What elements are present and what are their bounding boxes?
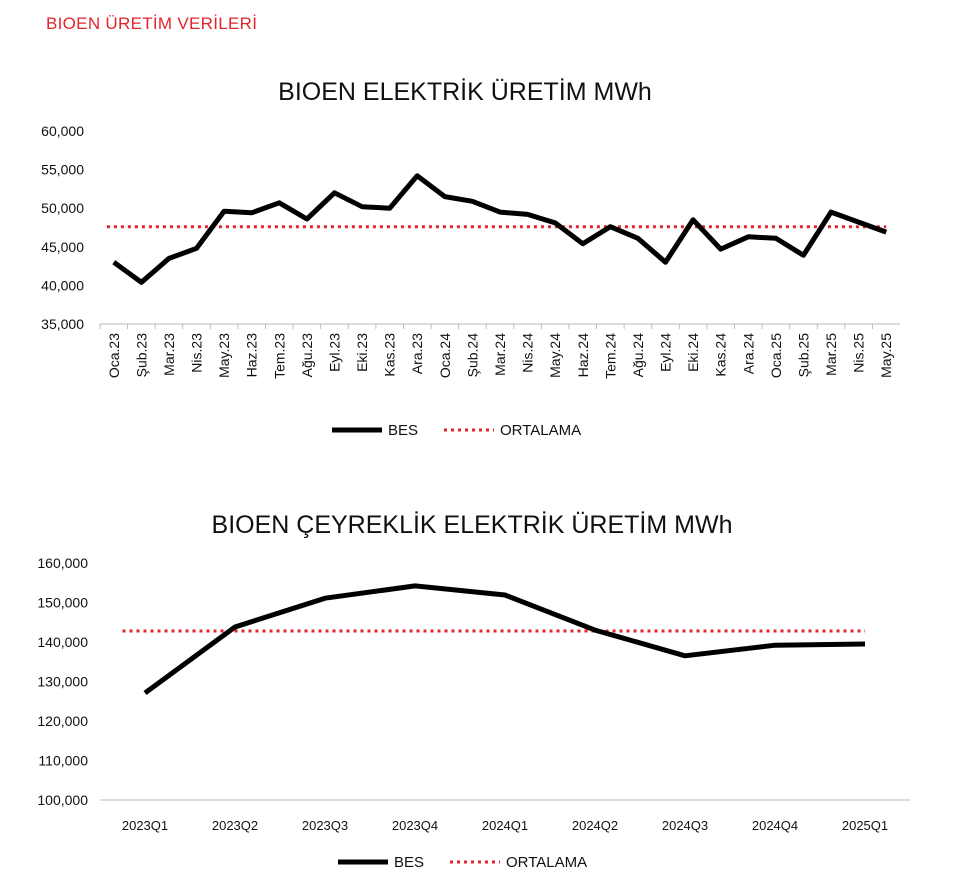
x-tick-label: 2023Q3 <box>302 818 348 833</box>
x-tick-label: Nis.24 <box>520 333 536 373</box>
chart-title: BIOEN ÇEYREKLİK ELEKTRİK ÜRETİM MWh <box>212 510 733 539</box>
x-tick-label: Mar.24 <box>492 333 508 376</box>
legend-bes-label: BES <box>388 422 418 439</box>
x-tick-label: Haz.23 <box>244 333 260 378</box>
x-tick-label: Şub.25 <box>795 333 811 378</box>
x-tick-label: Haz.24 <box>575 333 591 378</box>
y-tick-label: 45,000 <box>41 239 84 255</box>
page-header: BIOEN ÜRETİM VERİLERİ <box>46 14 258 33</box>
y-tick-label: 35,000 <box>41 316 84 332</box>
y-tick-label: 160,000 <box>37 555 88 571</box>
x-tick-label: Eki.24 <box>685 333 701 372</box>
bes-series-line <box>112 173 888 285</box>
x-tick-label: Ağu.23 <box>299 333 315 378</box>
x-tick-label: Oca.24 <box>437 333 453 378</box>
x-tick-label: Şub.23 <box>133 333 149 378</box>
x-tick-label: Tem.24 <box>602 333 618 379</box>
x-tick-label: May.24 <box>547 333 563 378</box>
x-tick-label: Kas.23 <box>382 333 398 377</box>
x-tick-label: 2024Q3 <box>662 818 708 833</box>
x-tick-label: 2023Q2 <box>212 818 258 833</box>
y-tick-label: 110,000 <box>38 753 88 769</box>
x-tick-label: Kas.24 <box>713 333 729 377</box>
y-tick-label: 130,000 <box>37 674 88 690</box>
x-tick-label: Eyl.23 <box>326 333 342 372</box>
y-tick-label: 100,000 <box>37 792 88 808</box>
x-tick-label: Oca.25 <box>768 333 784 378</box>
legend-average-label: ORTALAMA <box>506 854 587 871</box>
x-tick-label: Şub.24 <box>464 333 480 378</box>
x-tick-label: 2024Q2 <box>572 818 618 833</box>
x-tick-label: 2025Q1 <box>842 818 888 833</box>
bes-series-line <box>143 583 866 696</box>
y-tick-label: 60,000 <box>41 123 84 139</box>
x-tick-label: Eyl.24 <box>658 333 674 372</box>
y-tick-label: 40,000 <box>41 277 84 293</box>
x-tick-label: Nis.25 <box>851 333 867 373</box>
x-tick-label: 2024Q4 <box>752 818 798 833</box>
x-tick-label: 2023Q4 <box>392 818 438 833</box>
x-tick-label: Ara.23 <box>409 333 425 374</box>
x-tick-label: Mar.25 <box>823 333 839 376</box>
legend-average-label: ORTALAMA <box>500 422 581 439</box>
x-tick-label: 2023Q1 <box>122 818 168 833</box>
x-tick-label: Mar.23 <box>161 333 177 376</box>
x-tick-label: May.25 <box>878 333 894 378</box>
y-tick-label: 150,000 <box>37 595 88 611</box>
x-tick-label: Ağu.24 <box>630 333 646 378</box>
x-tick-label: 2024Q1 <box>482 818 528 833</box>
chart-title: BIOEN ELEKTRİK ÜRETİM MWh <box>278 77 652 106</box>
x-tick-label: May.23 <box>216 333 232 378</box>
y-tick-label: 120,000 <box>37 713 88 729</box>
x-tick-label: Tem.23 <box>271 333 287 379</box>
y-tick-label: 140,000 <box>37 634 88 650</box>
legend-bes-label: BES <box>394 854 424 871</box>
x-tick-label: Oca.23 <box>106 333 122 378</box>
y-tick-label: 55,000 <box>41 162 84 178</box>
x-tick-label: Eki.23 <box>354 333 370 372</box>
y-tick-label: 50,000 <box>41 200 84 216</box>
x-tick-label: Ara.24 <box>740 333 756 374</box>
x-tick-label: Nis.23 <box>189 333 205 373</box>
